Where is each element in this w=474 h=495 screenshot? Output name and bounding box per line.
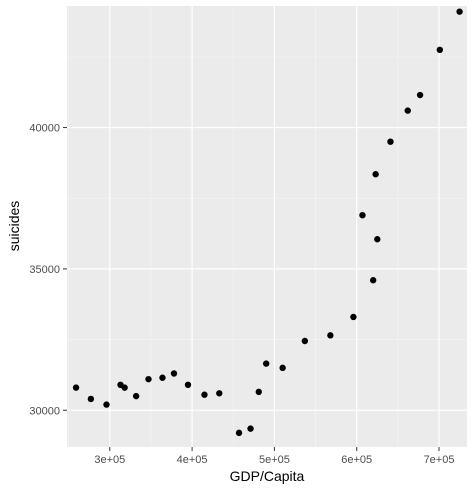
y-tick-label: 40000: [29, 123, 60, 135]
data-point: [72, 384, 80, 391]
data-point: [374, 236, 381, 243]
data-point: [404, 107, 411, 114]
x-tick-label: 7e+05: [424, 454, 455, 466]
data-point: [132, 392, 140, 400]
data-point: [159, 374, 166, 381]
y-tick-label: 30000: [29, 405, 60, 417]
x-axis: 3e+05 4e+05 5e+05 6e+05 7e+05: [94, 447, 454, 466]
data-point: [170, 370, 178, 377]
x-tick-label: 5e+05: [259, 454, 290, 466]
data-point: [201, 391, 208, 398]
y-tick-label: 35000: [29, 264, 60, 276]
data-point: [87, 395, 95, 403]
data-point: [387, 138, 394, 145]
plot-panel: [67, 6, 467, 447]
data-point: [350, 313, 357, 321]
data-point: [369, 277, 377, 284]
x-axis-title: GDP/Capita: [230, 468, 305, 484]
data-point: [103, 401, 110, 408]
data-point: [327, 332, 334, 339]
data-point: [301, 337, 309, 345]
x-tick-label: 6e+05: [341, 454, 372, 466]
data-point: [235, 429, 243, 437]
data-point: [279, 364, 286, 372]
data-point: [416, 91, 424, 99]
x-tick-label: 4e+05: [177, 454, 208, 466]
data-point: [184, 381, 192, 389]
data-point: [436, 46, 444, 54]
data-point: [121, 384, 128, 391]
major-grid: [67, 6, 467, 447]
data-point: [247, 425, 254, 432]
data-point: [372, 171, 379, 178]
data-point: [359, 211, 366, 219]
data-point: [456, 8, 463, 15]
data-point: [262, 360, 270, 367]
data-point: [145, 375, 152, 383]
data-point: [255, 388, 262, 396]
y-axis-title: suicides: [6, 201, 22, 252]
data-points: [72, 8, 463, 437]
minor-grid: [67, 6, 467, 447]
y-axis: 30000 35000 40000: [29, 123, 67, 417]
data-point: [216, 390, 223, 397]
x-tick-label: 3e+05: [94, 454, 125, 466]
